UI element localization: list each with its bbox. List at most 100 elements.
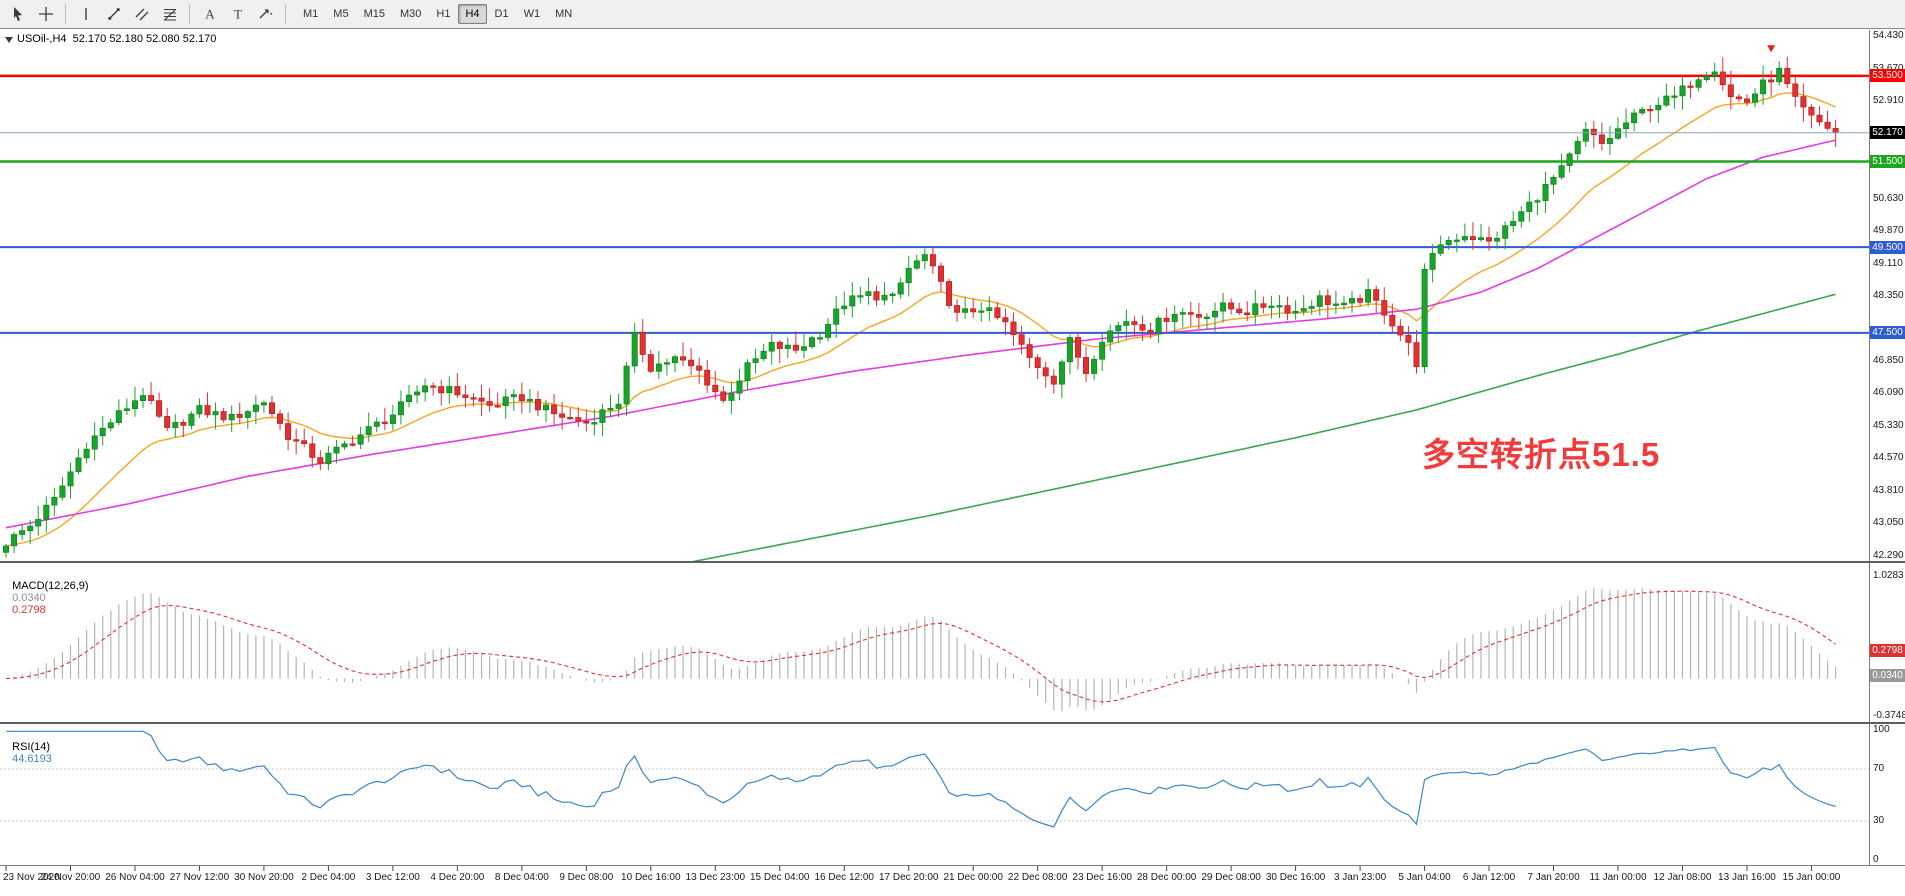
candle-body	[567, 417, 574, 420]
macd-rsi-splitter[interactable]	[0, 722, 1905, 724]
timeframe-button-H1[interactable]: H1	[436, 8, 451, 20]
time-axis-label: 29 Dec 08:00	[1201, 872, 1261, 883]
price-axis-tick: 44.570	[1873, 452, 1904, 464]
rsi-label: RSI(14) 44.6193	[6, 729, 52, 765]
candle-body	[712, 384, 719, 393]
timeframe-button-MN[interactable]: MN	[555, 8, 573, 20]
candle-body	[1469, 236, 1476, 241]
candle-body	[365, 426, 372, 436]
price-axis-tick: 50.630	[1873, 192, 1904, 204]
time-axis-label: 16 Dec 12:00	[814, 872, 874, 883]
timeframe-button-M1[interactable]: M1	[303, 8, 319, 20]
time-axis-label: 30 Nov 20:00	[234, 872, 294, 883]
candle-body	[1349, 298, 1356, 304]
vertical-line-tool-button[interactable]	[72, 2, 99, 26]
macd-axis-bottom: -0.3748	[1873, 710, 1905, 721]
candle-body	[333, 446, 340, 454]
timeframe-button-M30[interactable]: M30	[399, 8, 422, 20]
candle-body	[663, 362, 670, 365]
toolbar-separator	[65, 4, 66, 24]
candle-body	[671, 356, 678, 364]
candle-body	[744, 362, 751, 382]
arrow-shapes-tool-button[interactable]	[252, 2, 279, 26]
candle-body	[140, 395, 147, 401]
sell-arrow-marker[interactable]	[1767, 45, 1776, 53]
text-tool-button[interactable]: A	[196, 2, 223, 26]
candle-body	[833, 308, 840, 325]
candle-body	[559, 413, 566, 418]
time-axis-label: 15 Jan 00:00	[1782, 872, 1841, 883]
candle-body	[1107, 330, 1114, 343]
candle-body	[1510, 221, 1517, 226]
candle-body	[841, 305, 848, 310]
candle-body	[1695, 79, 1702, 88]
candle-body	[1719, 71, 1726, 86]
label-tool-button[interactable]: T	[224, 2, 251, 26]
candle-body	[405, 394, 412, 402]
candle-body	[542, 404, 549, 411]
channel-icon	[135, 8, 148, 21]
candle-body	[905, 267, 912, 284]
macd-signal-value: 0.2798	[12, 604, 46, 616]
chart-text-annotation[interactable]: 多空转折点51.5	[1422, 436, 1661, 473]
candle-body	[696, 365, 703, 371]
candle-body	[1365, 289, 1372, 303]
candle-body	[1357, 298, 1364, 303]
timeframe-button-M5[interactable]: M5	[333, 8, 349, 20]
candle-body	[349, 443, 356, 446]
candle-body	[1518, 211, 1525, 222]
candle-body	[1034, 357, 1041, 369]
candle-body	[502, 396, 509, 406]
candle-body	[1236, 308, 1243, 314]
label-icon: T	[234, 7, 242, 22]
chart-macd-splitter[interactable]	[0, 561, 1905, 563]
timeframe-button-W1[interactable]: W1	[523, 8, 541, 20]
arrow-shapes-icon	[259, 9, 272, 19]
candle-body	[268, 402, 275, 415]
timeframe-button-M15[interactable]: M15	[363, 8, 385, 20]
candle-body	[1606, 138, 1613, 144]
timeframe-button-D1[interactable]: D1	[494, 8, 509, 20]
trendline-tool-button[interactable]	[100, 2, 127, 26]
candle-body	[357, 434, 364, 445]
time-axis-label: 22 Dec 08:00	[1007, 872, 1068, 883]
rsi-timeaxis-separator	[0, 865, 1905, 866]
candle-body	[478, 397, 485, 402]
cursor-tool-button[interactable]	[4, 2, 31, 26]
candle-body	[1341, 302, 1348, 306]
candle-body	[688, 359, 695, 367]
candle-body	[462, 394, 469, 398]
candle-body	[599, 409, 606, 423]
rsi-panel	[0, 730, 1869, 828]
candle-body	[236, 413, 243, 418]
time-axis-label: 3 Jan 23:00	[1333, 872, 1387, 883]
candle-body	[1268, 305, 1275, 308]
candle-body	[11, 534, 18, 547]
crosshair-tool-button[interactable]	[32, 2, 59, 26]
candle-body	[1187, 312, 1194, 315]
candle-body	[438, 386, 445, 394]
candle-body	[736, 380, 743, 394]
macd-signal-badge: 0.2798	[1870, 644, 1905, 658]
candle-body	[1300, 308, 1307, 312]
candle-body	[1647, 109, 1654, 112]
rsi-name: RSI(14)	[12, 741, 51, 753]
time-axis-label: 8 Dec 04:00	[494, 872, 549, 883]
candle-body	[1752, 93, 1759, 103]
one-click-trading-toggle[interactable]	[5, 37, 13, 43]
candle-body	[639, 331, 646, 355]
candle-body	[188, 413, 195, 426]
hline-price-badge: 49.500	[1870, 240, 1905, 254]
time-axis-label: 27 Nov 12:00	[169, 872, 230, 883]
candle-body	[1735, 96, 1742, 100]
timeframe-button-H4[interactable]: H4	[458, 4, 487, 24]
equidistant-channel-tool-button[interactable]	[128, 2, 155, 26]
fibonacci-tool-button[interactable]	[156, 2, 183, 26]
candle-body	[27, 525, 34, 531]
candle-body	[228, 413, 235, 421]
time-axis-label: 26 Nov 04:00	[105, 872, 165, 883]
candle-body	[244, 411, 251, 418]
toolbar-separator	[285, 4, 286, 24]
candle-body	[1502, 225, 1509, 239]
